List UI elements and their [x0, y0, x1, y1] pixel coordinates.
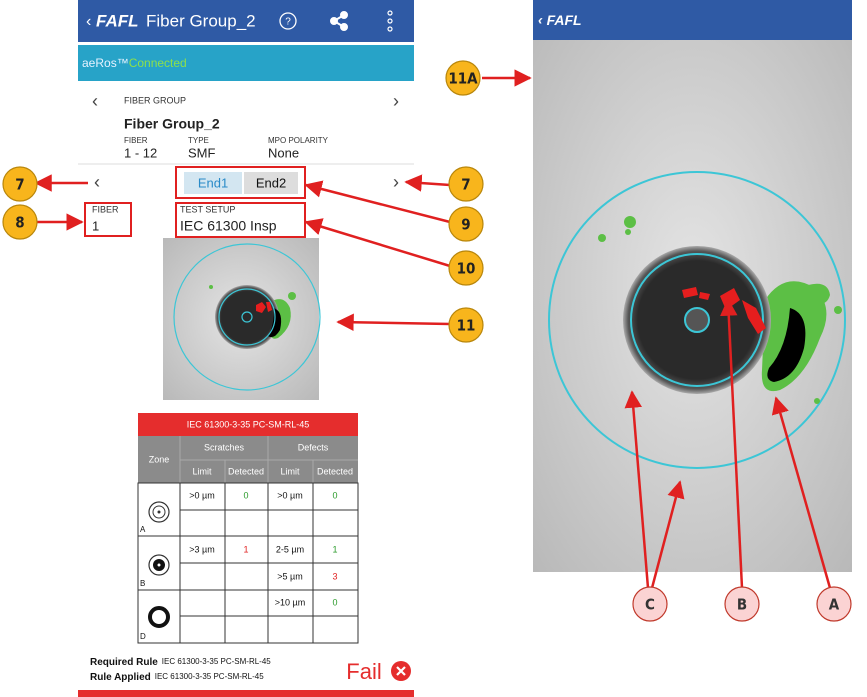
end-label: End1 — [198, 175, 228, 190]
body: ‹ FAFL Fiber Group_2 ? aeRos™Connected ‹… — [0, 0, 867, 697]
zoom-brand: ‹ FAFL — [538, 12, 582, 28]
scratch-detected: 1 — [243, 544, 248, 554]
subheader: Limit — [280, 466, 300, 476]
field-label: TYPE — [188, 136, 209, 145]
result: Fail — [346, 659, 381, 684]
callout-label: 11A — [448, 70, 478, 88]
circle — [814, 398, 820, 404]
status: aeRos™Connected — [82, 56, 187, 70]
circle — [158, 564, 161, 567]
field-value: None — [268, 145, 299, 160]
scratch-detected: 0 — [243, 490, 248, 500]
fiber-image[interactable] — [163, 238, 320, 400]
rule-value: IEC 61300-3-35 PC-SM-RL-45 — [162, 657, 271, 666]
defect-detected: 0 — [332, 490, 337, 500]
circle — [341, 12, 347, 18]
circle — [341, 24, 347, 30]
rule-label: Required Rule — [90, 657, 158, 668]
defect-limit: 2-5 µm — [276, 544, 304, 554]
field-label: MPO POLARITY — [268, 136, 329, 145]
zoom-brand-text: FAFL — [547, 12, 582, 28]
callout-label: C — [645, 596, 655, 614]
group-name: Fiber Group_2 — [124, 116, 220, 132]
screen: ‹ FAFL Fiber Group_2 ? aeRos™Connected ‹… — [0, 0, 867, 697]
status-state: Connected — [129, 56, 187, 70]
callout-label: 10 — [457, 260, 476, 278]
field-value: 1 - 12 — [124, 145, 157, 160]
group-label: FIBER GROUP — [124, 95, 186, 105]
field-label: FIBER — [124, 136, 148, 145]
defect-detected: 3 — [332, 571, 337, 581]
rule-value: IEC 61300-3-35 PC-SM-RL-45 — [155, 672, 264, 681]
defect-detected: 1 — [332, 544, 337, 554]
setup-label: TEST SETUP — [180, 204, 235, 214]
core-ring — [685, 308, 709, 332]
circle — [834, 306, 842, 314]
callout-label: 7 — [15, 176, 24, 194]
fiber-label: FIBER — [92, 204, 119, 214]
next-group[interactable]: › — [393, 91, 399, 111]
callout-label: B — [737, 596, 747, 614]
contamination — [209, 285, 213, 289]
bottom-bar — [78, 690, 414, 697]
setup-value: IEC 61300 Insp — [180, 218, 277, 234]
callout-label: 7 — [461, 176, 470, 194]
help-glyph: ? — [285, 17, 291, 28]
zone-label: A — [140, 525, 146, 534]
circle — [331, 18, 337, 24]
rule-line: Rule Applied IEC 61300-3-35 PC-SM-RL-45 — [90, 672, 264, 683]
circle — [624, 216, 636, 228]
zone-label: B — [140, 579, 145, 588]
zone-label: D — [140, 632, 146, 641]
app-title: Fiber Group_2 — [146, 11, 256, 30]
brand: FAFL — [96, 11, 139, 30]
end-label: End2 — [256, 175, 286, 190]
zone-header: Zone — [149, 454, 170, 464]
subheader: Detected — [228, 466, 264, 476]
rule-line: Required Rule IEC 61300-3-35 PC-SM-RL-45 — [90, 657, 271, 668]
callout-label: 9 — [461, 216, 470, 234]
circle — [158, 511, 161, 514]
callout-label: 8 — [15, 214, 24, 232]
prev-fiber[interactable]: ‹ — [94, 172, 100, 192]
callout-label: 11 — [457, 317, 476, 335]
defects-header: Defects — [298, 442, 329, 452]
status-prefix: aeRos™ — [82, 56, 129, 70]
cladding — [215, 285, 279, 349]
subheader: Detected — [317, 466, 353, 476]
prev-group[interactable]: ‹ — [92, 91, 98, 111]
defect-limit: >10 µm — [275, 597, 305, 607]
scratch-limit: >0 µm — [189, 490, 214, 500]
defect-detected: 0 — [332, 597, 337, 607]
defect-limit: >0 µm — [277, 490, 302, 500]
field-value: SMF — [188, 145, 216, 160]
fiber-value: 1 — [92, 218, 99, 233]
circle — [598, 234, 606, 242]
circle — [625, 229, 631, 235]
next-fiber[interactable]: › — [393, 172, 399, 192]
table-title: IEC 61300-3-35 PC-SM-RL-45 — [187, 419, 310, 429]
contamination — [288, 292, 296, 300]
scratch-limit: >3 µm — [189, 544, 214, 554]
scratches-header: Scratches — [204, 442, 245, 452]
page: Fiber inspection {"app_bar": {"brand": "… — [0, 0, 867, 697]
defect-limit: >5 µm — [277, 571, 302, 581]
rule-label: Rule Applied — [90, 672, 151, 683]
zoom-panel: ‹ FAFL — [533, 0, 852, 572]
subheader: Limit — [192, 466, 212, 476]
back-icon[interactable]: ‹ — [86, 13, 91, 30]
callout-label: A — [829, 596, 840, 614]
